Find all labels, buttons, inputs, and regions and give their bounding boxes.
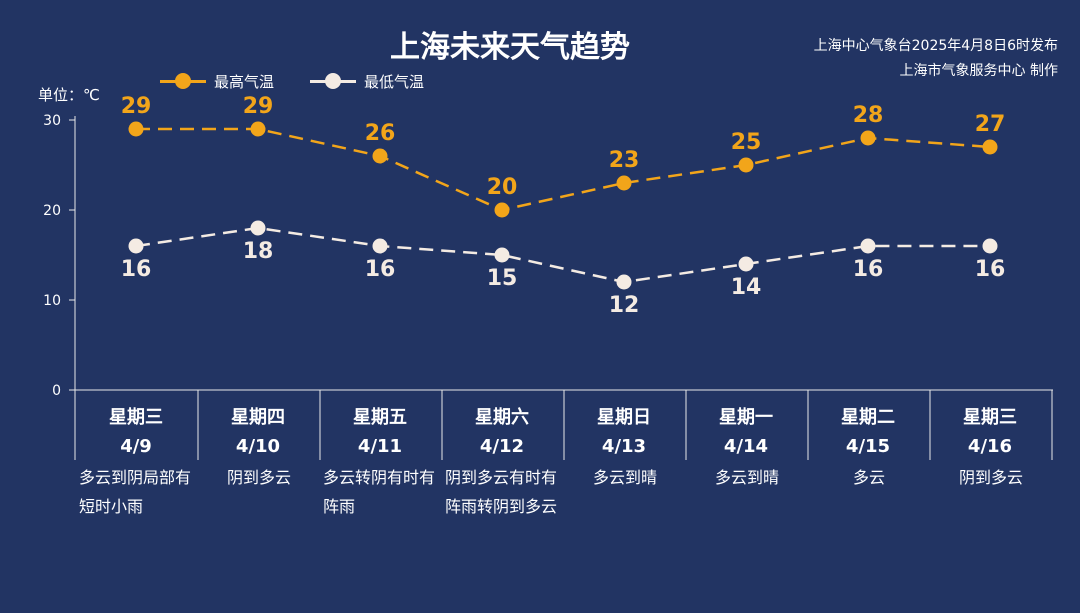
data-label-high: 28	[853, 103, 884, 128]
issuer-info: 上海中心气象台2025年4月8日6时发布 上海市气象服务中心 制作	[814, 34, 1058, 84]
data-label-low: 18	[243, 239, 274, 264]
legend-item-low: 最低气温	[310, 71, 424, 92]
weekday-label: 星期六	[475, 406, 529, 428]
point-low	[494, 247, 510, 263]
point-high	[616, 175, 632, 191]
point-high	[128, 121, 144, 137]
legend-swatch-low	[310, 71, 357, 91]
data-label-low: 15	[487, 266, 518, 291]
data-label-high: 29	[121, 94, 152, 119]
weather-description: 多云转阴有时有阵雨	[323, 468, 436, 516]
date-label: 4/12	[480, 436, 524, 457]
point-low	[128, 238, 144, 254]
date-label: 4/9	[120, 436, 152, 457]
data-label-high: 25	[731, 130, 762, 155]
unit-label: 单位：℃	[38, 86, 100, 104]
weekday-label: 星期五	[353, 407, 407, 428]
weather-description: 多云	[852, 468, 885, 487]
point-low	[860, 238, 876, 254]
legend-label-high: 最高气温	[214, 72, 275, 91]
data-label-low: 12	[609, 293, 640, 318]
legend-label-low: 最低气温	[364, 72, 425, 91]
page-title: 上海未来天气趋势	[390, 30, 630, 65]
point-high	[250, 121, 266, 137]
weekday-label: 星期二	[841, 407, 895, 428]
data-label-low: 16	[365, 257, 396, 282]
data-label-low: 16	[853, 257, 884, 282]
issuer-line-1: 上海中心气象台2025年4月8日6时发布	[813, 38, 1058, 54]
data-label-low: 16	[975, 257, 1006, 282]
point-low	[738, 256, 754, 272]
data-label-low: 14	[731, 275, 762, 300]
weekday-label: 星期一	[719, 407, 773, 428]
legend-swatch-high	[160, 71, 206, 91]
weather-description: 多云到晴	[714, 468, 779, 487]
weather-description: 多云到晴	[592, 468, 657, 487]
date-label: 4/10	[236, 436, 280, 457]
point-high	[494, 202, 510, 218]
line-high-series	[136, 127, 991, 212]
point-high	[738, 157, 754, 173]
y-tick-label: 30	[43, 113, 61, 129]
data-label-high: 20	[487, 175, 518, 200]
date-label: 4/13	[602, 436, 646, 457]
point-low	[250, 220, 266, 236]
point-high	[860, 130, 876, 146]
data-label-high: 23	[609, 148, 640, 173]
y-tick-label: 20	[43, 203, 61, 219]
date-label: 4/16	[968, 436, 1012, 457]
date-label: 4/14	[724, 436, 768, 457]
point-high	[372, 148, 388, 164]
line-low-series	[135, 226, 990, 284]
weekday-label: 星期日	[597, 407, 651, 428]
data-label-high: 26	[365, 121, 396, 146]
weather-description: 阴到多云有时有阵雨转阴到多云	[445, 468, 558, 516]
legend: 最高气温 最低气温	[160, 70, 460, 92]
date-label: 4/15	[846, 436, 890, 457]
date-label: 4/11	[358, 436, 402, 457]
data-label-high: 29	[243, 94, 274, 119]
weather-description: 多云到阴局部有短时小雨	[79, 468, 192, 516]
weekday-label: 星期四	[231, 407, 285, 428]
point-low	[982, 238, 998, 254]
y-tick-label: 10	[43, 293, 61, 309]
legend-item-high: 最高气温	[160, 71, 274, 92]
issuer-line-2: 上海市气象服务中心 制作	[899, 63, 1058, 79]
weather-description: 阴到多云	[958, 468, 1023, 487]
y-tick-label: 0	[52, 383, 61, 399]
weather-description: 阴到多云	[226, 468, 291, 487]
point-low	[372, 238, 388, 254]
data-label-low: 16	[121, 257, 152, 282]
data-label-high: 27	[975, 112, 1006, 137]
weekday-label: 星期三	[109, 407, 163, 428]
point-low	[616, 274, 632, 290]
point-high	[982, 139, 998, 155]
weekday-label: 星期三	[963, 407, 1017, 428]
